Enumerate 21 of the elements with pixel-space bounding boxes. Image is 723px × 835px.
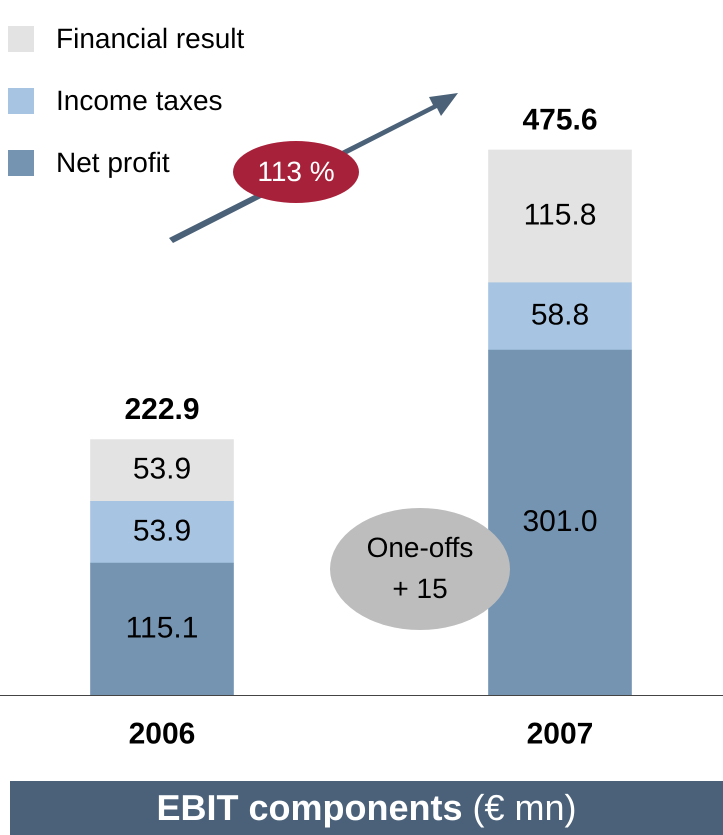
total-label: 475.6 — [522, 103, 598, 136]
data-label: 115.1 — [126, 611, 198, 644]
bar — [90, 562, 234, 696]
data-label: 58.8 — [530, 298, 590, 332]
bar — [488, 282, 632, 350]
legend-label: Net profit — [56, 147, 170, 179]
bar — [488, 350, 632, 696]
data-label: 301.0 — [522, 504, 598, 538]
data-label: 53.9 — [132, 514, 192, 548]
bar — [90, 501, 234, 564]
x-tick-label: 2006 — [128, 717, 196, 750]
x-tick-label: 2007 — [526, 717, 594, 750]
legend-label: Income taxes — [56, 85, 223, 117]
legend-label: Financial result — [56, 23, 244, 55]
text: (€ mn) — [472, 787, 577, 829]
total-label: 222.9 — [124, 392, 200, 426]
text: EBIT components — [156, 787, 462, 829]
bar — [90, 439, 234, 502]
bar — [488, 150, 632, 284]
data-label: 53.9 — [132, 452, 192, 486]
data-label: 115.8 — [524, 198, 596, 232]
